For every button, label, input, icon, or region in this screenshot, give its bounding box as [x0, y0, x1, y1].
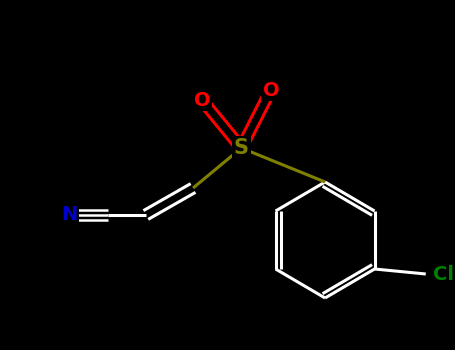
Text: Cl: Cl [433, 265, 454, 284]
Text: O: O [263, 80, 279, 99]
Text: S: S [234, 138, 249, 158]
Text: N: N [61, 205, 77, 224]
Text: O: O [194, 91, 210, 110]
